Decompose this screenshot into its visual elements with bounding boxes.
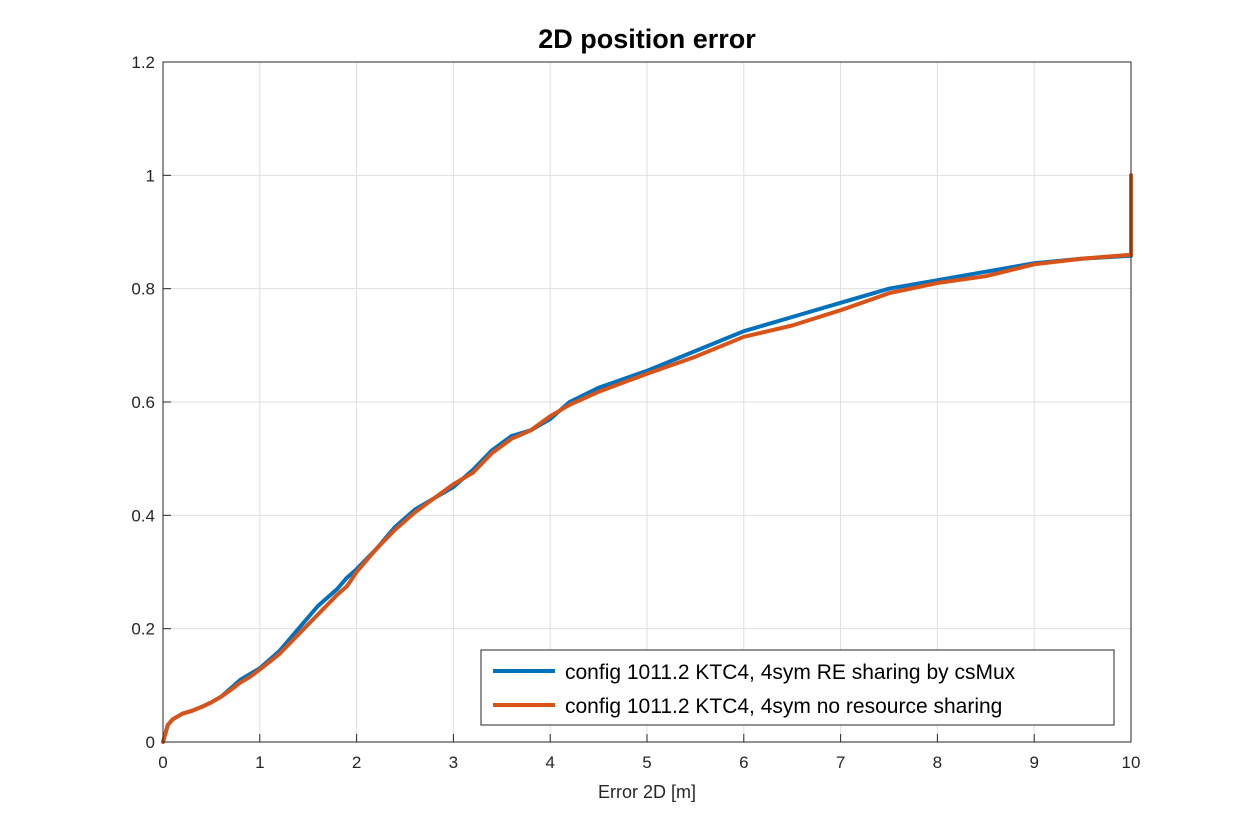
x-tick-label: 0 [158,753,167,772]
x-tick-label: 5 [642,753,651,772]
legend-box [480,649,1115,726]
series-line-2 [161,173,1133,744]
chart-title: 2D position error [538,24,756,54]
series-layer [161,173,1133,744]
x-tick-label: 1 [255,753,264,772]
x-tick-label: 6 [739,753,748,772]
y-tick-label: 0.8 [131,280,155,299]
y-tick-label: 0 [146,733,155,752]
y-tick-label: 0.6 [131,393,155,412]
legend-entry-1: config 1011.2 KTC4, 4sym RE sharing by c… [565,661,1016,684]
x-tick-label: 9 [1029,753,1038,772]
legend: config 1011.2 KTC4, 4sym RE sharing by c… [480,649,1115,726]
x-tick-label: 2 [352,753,361,772]
y-tick-label: 0.4 [131,506,155,525]
x-tick-label: 8 [933,753,942,772]
ticks: 0 1 2 3 4 5 6 7 8 9 10 0 0.2 0.4 0.6 0.8 1 1.2 [131,53,1140,772]
legend-entry-2: config 1011.2 KTC4, 4sym no resource sha… [565,695,1002,718]
x-tick-label: 10 [1122,753,1141,772]
x-tick-label: 4 [545,753,554,772]
x-axis-label: Error 2D [m] [598,782,696,802]
x-tick-label: 7 [836,753,845,772]
y-tick-label: 0.2 [131,620,155,639]
y-tick-label: 1 [146,166,155,185]
x-tick-label: 3 [449,753,458,772]
y-tick-label: 1.2 [131,53,155,72]
